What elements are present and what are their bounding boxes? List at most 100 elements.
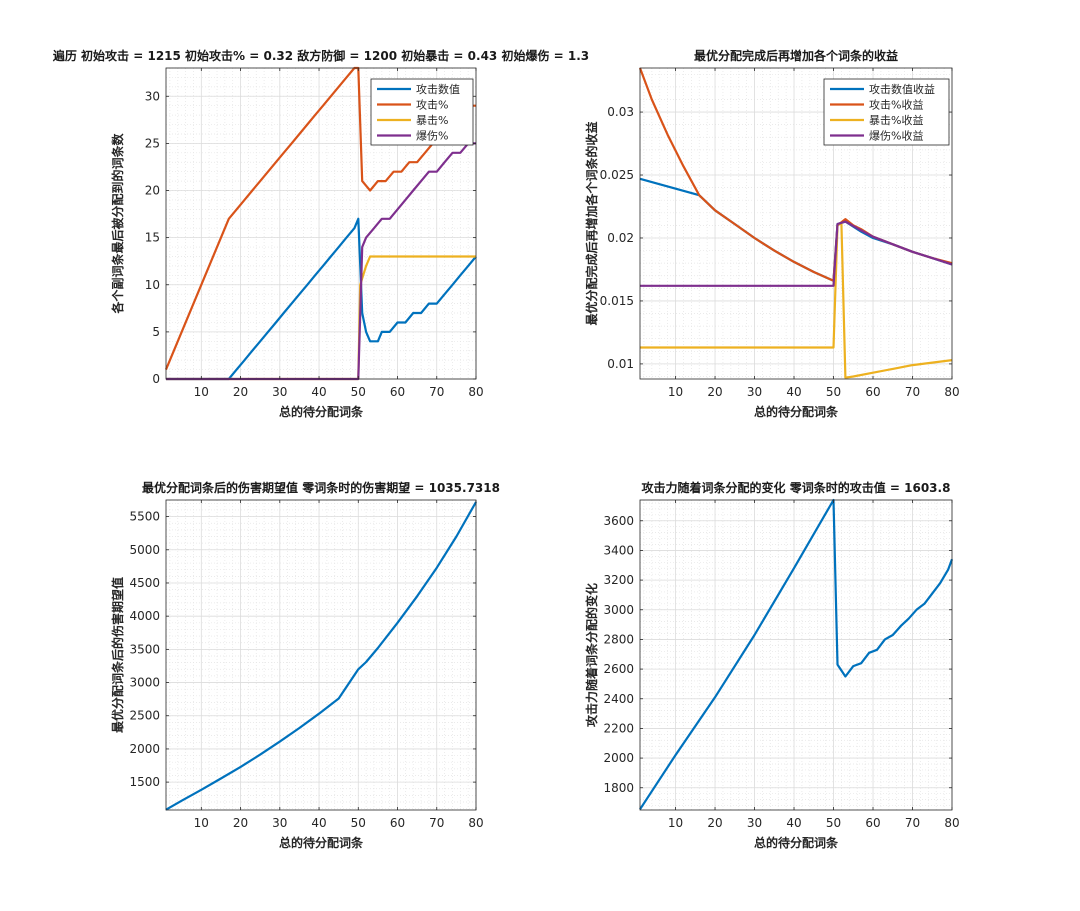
series-line-1: [639, 177, 953, 282]
y-tick-label: 0.02: [607, 231, 634, 245]
y-tick-label: 0: [152, 372, 160, 386]
x-tick-label: 40: [311, 385, 326, 399]
y-tick-label: 25: [145, 136, 160, 150]
x-tick-label: 30: [272, 816, 287, 830]
x-tick-label: 70: [905, 385, 920, 399]
series-line-1: [166, 217, 477, 381]
series-line-1: [639, 498, 954, 810]
y-tick-label: 15: [145, 231, 160, 245]
x-tick-label: 10: [194, 385, 209, 399]
x-tick-label: 40: [311, 816, 326, 830]
y-tick-label: 3000: [129, 676, 160, 690]
chart-title: 最优分配词条后的伤害期望值 零词条时的伤害期望 = 1035.7318: [142, 480, 500, 495]
series-line-2: [164, 66, 476, 371]
x-tick-label: 70: [429, 385, 444, 399]
x-tick-label: 80: [944, 816, 959, 830]
y-tick-label: 30: [145, 89, 160, 103]
y-tick-label: 3600: [603, 514, 634, 528]
axes-box: [165, 67, 477, 380]
chart-panel-3: 10 20 30 40 50 60 70 80 1500 2000 2500 3000 3500 4000…: [110, 480, 500, 850]
x-tick-label: 30: [747, 385, 762, 399]
x-axis-label: 总的待分配词条: [279, 835, 364, 850]
y-tick-label: 0.03: [607, 105, 634, 119]
x-tick-label: 60: [865, 385, 880, 399]
x-tick-label: 80: [944, 385, 959, 399]
y-tick-label: 2500: [129, 709, 160, 723]
x-tick-label: 80: [468, 385, 483, 399]
y-tick-label: 1800: [603, 781, 634, 795]
axes-box: [639, 499, 953, 811]
axes-box: [165, 499, 477, 811]
chart-title: 最优分配完成后再增加各个词条的收益: [694, 48, 898, 63]
series-line-4: [166, 142, 476, 381]
x-tick-label: 10: [668, 385, 683, 399]
x-tick-label: 80: [468, 816, 483, 830]
x-axis-label: 总的待分配词条: [279, 404, 364, 419]
series-line-3: [166, 255, 476, 381]
x-tick-label: 70: [905, 816, 920, 830]
y-tick-label: 1500: [129, 775, 160, 789]
chart-panel-4: 10 20 30 40 50 60 70 80 1800 2000 2200 2400 2600 2800…: [584, 480, 960, 850]
y-tick-label: 3400: [603, 543, 634, 557]
y-tick-label: 4500: [129, 576, 160, 590]
x-tick-label: 30: [272, 385, 287, 399]
series-line-4: [640, 220, 953, 287]
y-tick-label: 5000: [129, 543, 160, 557]
x-tick-label: 40: [786, 816, 801, 830]
y-tick-label: 3200: [603, 573, 634, 587]
legend-entry: 爆伤%收益: [869, 129, 923, 143]
x-tick-label: 20: [707, 816, 722, 830]
x-axis-label: 总的待分配词条: [754, 404, 839, 419]
x-tick-label: 20: [233, 385, 248, 399]
x-tick-label: 40: [786, 385, 801, 399]
x-tick-label: 50: [826, 385, 841, 399]
y-axis-label: 各个副词条最后被分配到的词条数: [110, 133, 125, 315]
y-axis-label: 最优分配完成后再增加各个词条的收益: [584, 121, 599, 325]
chart-panel-1: 10 20 30 40 50 60 70 80 0 5 10 15 20 25 30 遍历 初始攻击 = 12…: [52, 48, 589, 419]
x-tick-label: 60: [390, 385, 405, 399]
x-tick-label: 70: [429, 816, 444, 830]
y-tick-label: 3500: [129, 642, 160, 656]
y-tick-label: 2800: [603, 632, 634, 646]
legend-entry: 攻击%收益: [869, 98, 923, 112]
chart-title: 遍历 初始攻击 = 1215 初始攻击% = 0.32 敌方防御 = 1200 …: [52, 48, 589, 63]
y-tick-label: 0.015: [600, 294, 634, 308]
x-tick-label: 10: [194, 816, 209, 830]
x-tick-label: 60: [865, 816, 880, 830]
x-tick-label: 20: [233, 816, 248, 830]
legend-entry: 攻击数值收益: [869, 82, 935, 96]
y-tick-label: 0.01: [607, 357, 634, 371]
legend-entry: 暴击%: [416, 114, 448, 127]
y-tick-label: 5: [152, 325, 160, 339]
chart-title: 攻击力随着词条分配的变化 零词条时的攻击值 = 1603.8: [642, 480, 951, 495]
x-tick-label: 50: [351, 385, 366, 399]
series-line-1: [165, 501, 477, 811]
y-tick-label: 2000: [603, 751, 634, 765]
y-axis-label: 最优分配词条后的伤害期望值: [110, 577, 125, 733]
y-tick-label: 2000: [129, 742, 160, 756]
x-tick-label: 10: [668, 816, 683, 830]
y-tick-label: 2600: [603, 662, 634, 676]
y-tick-label: 20: [145, 184, 160, 198]
legend-entry: 爆伤%: [416, 129, 448, 143]
y-tick-label: 4000: [129, 609, 160, 623]
legend-entry: 攻击%: [416, 98, 448, 112]
legend-entry: 暴击%收益: [869, 113, 923, 127]
y-tick-label: 0.025: [600, 168, 634, 182]
x-tick-label: 60: [390, 816, 405, 830]
x-tick-label: 20: [707, 385, 722, 399]
x-tick-label: 30: [747, 816, 762, 830]
y-tick-label: 2200: [603, 721, 634, 735]
y-tick-label: 5500: [129, 510, 160, 524]
x-tick-label: 50: [826, 816, 841, 830]
series-line-3: [640, 221, 953, 379]
legend-box: [823, 78, 950, 146]
axes-box: [639, 67, 953, 380]
y-tick-label: 2400: [603, 692, 634, 706]
y-axis-label: 攻击力随着词条分配的变化: [584, 583, 599, 727]
legend-entry: 攻击数值: [416, 82, 460, 96]
x-axis-label: 总的待分配词条: [754, 835, 839, 850]
